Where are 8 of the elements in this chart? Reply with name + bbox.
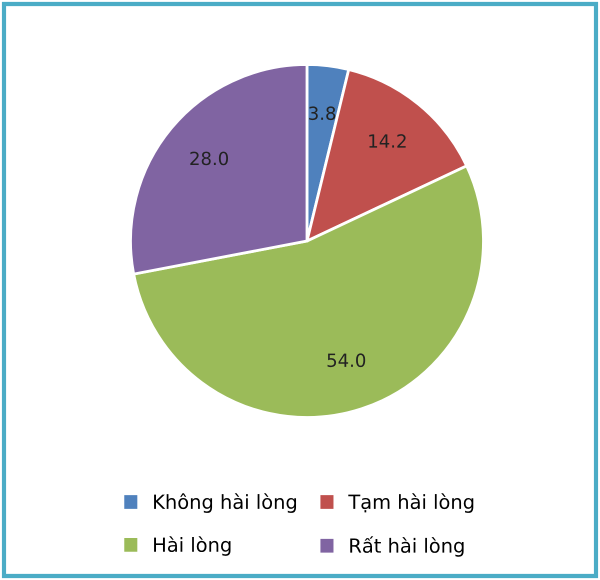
data-label: 14.2 [369,134,406,148]
data-label: 28.0 [190,152,228,166]
legend-label: Không hài lòng [154,493,296,513]
data-label: 3.8 [309,106,336,120]
legend-label: Tạm hài lòng [348,493,474,513]
legend-label: Rất hài lòng [350,536,464,557]
data-label: 54.0 [328,353,366,368]
legend-label: Hài lòng [154,536,230,556]
